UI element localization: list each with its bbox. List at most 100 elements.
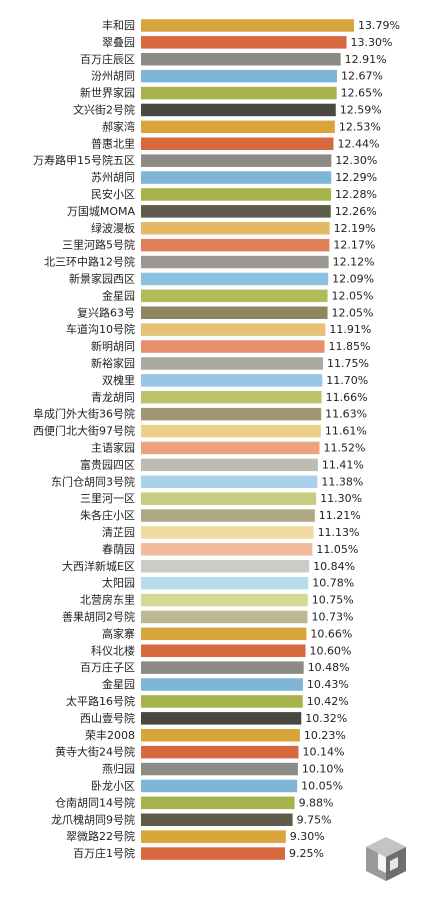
value-label: 10.60% bbox=[310, 644, 352, 657]
category-label: 富贵园四区 bbox=[80, 457, 135, 471]
value-label: 11.91% bbox=[329, 323, 371, 336]
category-label: 新景家园西区 bbox=[69, 271, 135, 285]
bar bbox=[141, 729, 300, 742]
bar bbox=[141, 762, 298, 776]
value-label: 12.28% bbox=[335, 188, 377, 201]
category-label: 丰和园 bbox=[102, 19, 135, 32]
bar bbox=[141, 255, 329, 269]
value-label: 12.59% bbox=[340, 103, 382, 116]
category-label: 百万庄1号院 bbox=[73, 846, 135, 860]
value-label: 12.53% bbox=[339, 120, 381, 133]
bar bbox=[141, 120, 335, 134]
value-label: 11.38% bbox=[321, 475, 363, 488]
value-label: 10.78% bbox=[312, 577, 354, 590]
bar bbox=[141, 543, 313, 556]
value-label: 10.43% bbox=[307, 678, 349, 691]
value-label: 10.14% bbox=[303, 746, 345, 759]
value-label: 11.85% bbox=[329, 340, 371, 353]
bar bbox=[141, 357, 323, 370]
value-label: 12.29% bbox=[335, 171, 377, 184]
value-label: 11.30% bbox=[320, 492, 362, 505]
value-label: 10.32% bbox=[305, 712, 347, 725]
bar bbox=[141, 171, 332, 184]
category-label: 清芷园 bbox=[102, 526, 135, 539]
value-label: 12.05% bbox=[332, 306, 374, 319]
value-label: 11.66% bbox=[326, 391, 368, 404]
bar bbox=[141, 627, 307, 641]
value-label: 10.84% bbox=[313, 560, 355, 573]
value-label: 10.42% bbox=[307, 695, 349, 708]
category-label: 民安小区 bbox=[91, 187, 135, 201]
bar bbox=[141, 137, 334, 150]
value-label: 11.63% bbox=[325, 408, 367, 421]
bar bbox=[141, 441, 320, 455]
bar bbox=[141, 391, 322, 404]
category-label: 新明胡同 bbox=[91, 339, 135, 353]
bar bbox=[141, 847, 285, 860]
category-label: 主语家园 bbox=[91, 440, 135, 454]
category-label: 龙爪槐胡同9号院 bbox=[51, 812, 135, 826]
category-label: 大西洋新城E区 bbox=[62, 559, 135, 573]
value-label: 12.67% bbox=[341, 70, 383, 83]
category-label: 阜成门外大街36号院 bbox=[33, 407, 135, 421]
category-label: 普惠北里 bbox=[91, 136, 135, 150]
bar bbox=[141, 695, 303, 708]
bar bbox=[141, 205, 331, 218]
bar bbox=[141, 53, 341, 66]
bar bbox=[141, 374, 323, 387]
category-label: 春荫园 bbox=[102, 543, 135, 556]
category-label: 太平路16号院 bbox=[66, 694, 135, 708]
category-label: 荣丰2008 bbox=[85, 729, 135, 742]
bar bbox=[141, 560, 310, 573]
category-label: 万国城MOMA bbox=[67, 205, 136, 218]
bar bbox=[141, 509, 315, 522]
category-label: 双槐里 bbox=[102, 373, 135, 387]
value-label: 11.21% bbox=[319, 509, 361, 522]
category-label: 西便门北大街97号院 bbox=[33, 424, 135, 438]
category-label: 新世界家园 bbox=[80, 86, 135, 100]
category-label: 汾州胡同 bbox=[91, 69, 135, 83]
bar bbox=[141, 86, 337, 100]
value-label: 12.91% bbox=[345, 53, 387, 66]
value-label: 12.12% bbox=[333, 256, 375, 269]
category-label: 万寿路甲15号院五区 bbox=[33, 153, 135, 167]
category-label: 科仪北楼 bbox=[91, 643, 135, 657]
category-label: 绿波漫板 bbox=[91, 221, 135, 235]
bar bbox=[141, 340, 325, 353]
category-label: 百万庄子区 bbox=[80, 660, 135, 674]
bar bbox=[141, 424, 321, 438]
category-label: 朱各庄小区 bbox=[80, 508, 135, 522]
value-label: 12.44% bbox=[337, 137, 379, 150]
value-label: 12.05% bbox=[332, 289, 374, 302]
value-label: 12.09% bbox=[332, 272, 374, 285]
bar bbox=[141, 272, 329, 286]
value-label: 11.61% bbox=[325, 425, 367, 438]
value-label: 10.73% bbox=[311, 610, 353, 623]
value-label: 12.30% bbox=[335, 154, 377, 167]
value-label: 11.52% bbox=[324, 441, 366, 454]
value-label: 12.17% bbox=[333, 239, 375, 252]
value-label: 11.05% bbox=[316, 543, 358, 556]
category-label: 北营房东里 bbox=[80, 593, 135, 607]
category-label: 三里河一区 bbox=[80, 492, 135, 505]
category-label: 卧龙小区 bbox=[91, 779, 135, 792]
category-label: 郝家湾 bbox=[102, 119, 135, 133]
value-label: 10.10% bbox=[302, 763, 344, 776]
category-label: 三里河路5号院 bbox=[62, 238, 135, 252]
category-label: 仓南胡同14号院 bbox=[55, 795, 135, 809]
category-label: 高家寨 bbox=[102, 626, 135, 640]
cube-logo-icon bbox=[366, 837, 406, 881]
bar bbox=[141, 526, 314, 539]
bar bbox=[141, 323, 326, 336]
bar bbox=[141, 813, 293, 826]
value-label: 13.79% bbox=[358, 19, 400, 32]
category-label: 翠微路22号院 bbox=[66, 829, 135, 843]
bar bbox=[141, 458, 318, 472]
value-label: 11.70% bbox=[326, 374, 368, 387]
bar bbox=[141, 593, 308, 607]
category-label: 翠叠园 bbox=[102, 36, 135, 49]
bar bbox=[141, 306, 328, 319]
category-label: 复兴路63号 bbox=[77, 305, 135, 319]
value-label: 10.05% bbox=[301, 779, 343, 792]
category-label: 北三环中路12号院 bbox=[44, 255, 135, 269]
